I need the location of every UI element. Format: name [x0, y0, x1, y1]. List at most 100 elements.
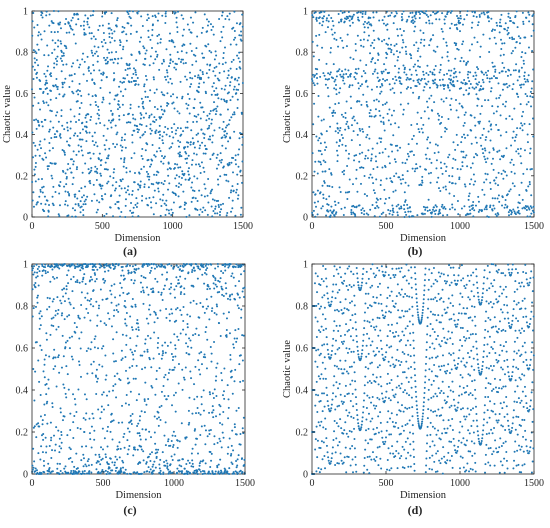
- scatter-point: [204, 133, 206, 135]
- scatter-point: [71, 290, 73, 292]
- scatter-point: [466, 165, 468, 167]
- scatter-point: [399, 51, 401, 53]
- scatter-point: [315, 349, 317, 351]
- scatter-point: [397, 56, 399, 58]
- scatter-point: [241, 113, 243, 115]
- scatter-point: [408, 155, 410, 157]
- scatter-point: [125, 335, 127, 337]
- scatter-point: [346, 45, 348, 47]
- scatter-point: [228, 123, 230, 125]
- scatter-point: [340, 394, 342, 396]
- scatter-point: [88, 263, 90, 265]
- scatter-point: [155, 51, 157, 53]
- scatter-point: [83, 25, 85, 27]
- scatter-point: [336, 150, 338, 152]
- scatter-point: [205, 46, 207, 48]
- scatter-point: [243, 459, 245, 461]
- scatter-point: [60, 302, 62, 304]
- scatter-point: [342, 79, 344, 81]
- scatter-point: [202, 71, 204, 73]
- scatter-point: [216, 313, 218, 315]
- scatter-point: [31, 181, 33, 183]
- scatter-point: [219, 127, 221, 129]
- scatter-point: [53, 85, 55, 87]
- scatter-point: [440, 136, 442, 138]
- scatter-point: [189, 72, 191, 74]
- scatter-point: [139, 462, 141, 464]
- scatter-point: [476, 16, 478, 18]
- scatter-point: [94, 46, 96, 48]
- scatter-point: [102, 448, 104, 450]
- scatter-point: [203, 82, 205, 84]
- scatter-point: [435, 143, 437, 145]
- scatter-point: [524, 71, 526, 73]
- scatter-point: [439, 209, 441, 211]
- scatter-point: [86, 21, 88, 23]
- scatter-point: [34, 371, 36, 373]
- scatter-point: [32, 20, 34, 22]
- scatter-point: [113, 419, 115, 421]
- scatter-point: [320, 400, 322, 402]
- scatter-point: [169, 78, 171, 80]
- scatter-point: [235, 44, 237, 46]
- scatter-point: [410, 54, 412, 56]
- scatter-point: [505, 101, 507, 103]
- scatter-point: [120, 211, 122, 213]
- scatter-point: [128, 113, 130, 115]
- scatter-point: [82, 268, 84, 270]
- scatter-point: [434, 213, 436, 215]
- scatter-point: [147, 351, 149, 353]
- scatter-point: [241, 471, 243, 473]
- scatter-point: [385, 166, 387, 168]
- scatter-point: [481, 209, 483, 211]
- scatter-point: [213, 282, 215, 284]
- scatter-point: [184, 158, 186, 160]
- scatter-point: [371, 157, 373, 159]
- scatter-point: [228, 473, 230, 475]
- scatter-point: [139, 53, 141, 55]
- scatter-point: [47, 264, 49, 266]
- scatter-point: [409, 216, 411, 218]
- scatter-point: [101, 79, 103, 81]
- scatter-point: [37, 268, 39, 270]
- scatter-point: [164, 203, 166, 205]
- scatter-point: [427, 74, 429, 76]
- scatter-point: [349, 448, 351, 450]
- scatter-point: [206, 267, 208, 269]
- scatter-point: [198, 86, 200, 88]
- scatter-point: [491, 87, 493, 89]
- scatter-point: [143, 351, 145, 353]
- scatter-point: [46, 11, 48, 13]
- scatter-point: [235, 154, 237, 156]
- scatter-point: [121, 139, 123, 141]
- scatter-point: [352, 405, 354, 407]
- scatter-point: [469, 213, 471, 215]
- scatter-point: [511, 159, 513, 161]
- scatter-point: [91, 32, 93, 34]
- scatter-point: [188, 174, 190, 176]
- scatter-point: [380, 121, 382, 123]
- scatter-point: [80, 459, 82, 461]
- scatter-point: [496, 215, 498, 217]
- scatter-point: [187, 24, 189, 26]
- scatter-point: [165, 421, 167, 423]
- scatter-point: [176, 31, 178, 33]
- scatter-point: [128, 13, 130, 15]
- scatter-point: [463, 18, 465, 20]
- scatter-point: [97, 61, 99, 63]
- scatter-point: [484, 208, 486, 210]
- scatter-point: [392, 134, 394, 136]
- scatter-point: [86, 398, 88, 400]
- scatter-point: [210, 264, 212, 266]
- scatter-point: [498, 194, 500, 196]
- scatter-point: [196, 303, 198, 305]
- scatter-point: [194, 428, 196, 430]
- scatter-point: [159, 459, 161, 461]
- scatter-point: [334, 81, 336, 83]
- scatter-point: [383, 23, 385, 25]
- scatter-point: [365, 356, 367, 358]
- scatter-point: [89, 279, 91, 281]
- scatter-point: [124, 157, 126, 159]
- scatter-point: [459, 60, 461, 62]
- scatter-point: [333, 330, 335, 332]
